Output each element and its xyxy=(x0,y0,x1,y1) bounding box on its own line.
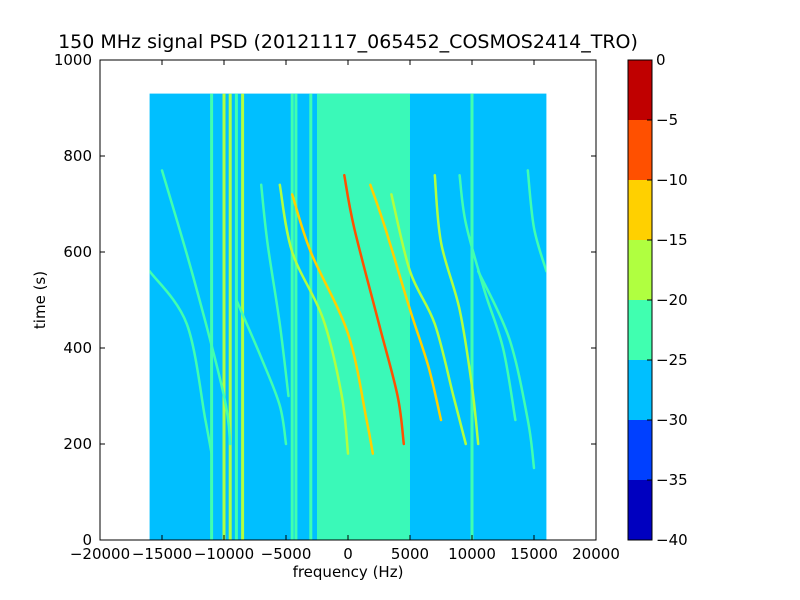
x-tick-label: 5000 xyxy=(391,545,429,563)
x-tick-label: 20000 xyxy=(572,545,620,563)
doppler-track xyxy=(476,269,536,470)
y-axis-label: time (s) xyxy=(31,271,49,329)
colorbar-tick-label: −20 xyxy=(656,291,688,309)
x-axis-label: frequency (Hz) xyxy=(293,563,404,581)
doppler-track xyxy=(526,169,547,273)
x-tick-label: −20000 xyxy=(70,545,130,563)
x-tick-label: 0 xyxy=(343,545,353,563)
colorbar: −40 −35 −30 −25 −20 −15 −10 −5 0 xyxy=(627,51,688,549)
y-tick-label: 200 xyxy=(63,435,92,453)
doppler-track xyxy=(458,173,517,422)
plot-area: −20000 −15000 −10000 −5000 0 5000 10000 15000 20… xyxy=(54,51,620,563)
doppler-track xyxy=(369,183,443,422)
colorbar-segment xyxy=(628,300,652,360)
doppler-track xyxy=(343,173,406,446)
y-tick-label: 0 xyxy=(82,531,92,549)
chart-title: 150 MHz signal PSD (20121117_065452_COSM… xyxy=(58,31,638,53)
doppler-track xyxy=(278,183,350,455)
colorbar-segment xyxy=(628,180,652,240)
colorbar-segment xyxy=(628,360,652,420)
colorbar-segment xyxy=(628,60,652,120)
doppler-track xyxy=(290,193,375,455)
colorbar-tick-label: −10 xyxy=(656,171,688,189)
colorbar-segment xyxy=(628,480,652,540)
x-tick-label: 10000 xyxy=(448,545,496,563)
colorbar-segment xyxy=(628,420,652,480)
central-band xyxy=(317,93,410,540)
y-tick-label: 600 xyxy=(63,243,92,261)
doppler-track xyxy=(160,169,232,446)
y-tick-label: 800 xyxy=(63,147,92,165)
doppler-track xyxy=(259,183,290,398)
colorbar-tick-label: −30 xyxy=(656,411,688,429)
colorbar-tick-label: −35 xyxy=(656,471,688,489)
colorbar-segment xyxy=(628,240,652,300)
doppler-track xyxy=(390,193,468,446)
psd-features xyxy=(149,93,547,540)
x-tick-label: −15000 xyxy=(132,545,192,563)
colorbar-tick-label: −5 xyxy=(656,111,678,129)
colorbar-tick-label: −15 xyxy=(656,231,688,249)
colorbar-tick-label: 0 xyxy=(656,51,666,69)
colorbar-segment xyxy=(628,120,652,180)
y-tick-label: 400 xyxy=(63,339,92,357)
x-tick-label: −5000 xyxy=(261,545,312,563)
colorbar-tick-label: −40 xyxy=(656,531,688,549)
y-tick-label: 1000 xyxy=(54,51,92,69)
colorbar-tick-label: −25 xyxy=(656,351,688,369)
x-tick-label: 15000 xyxy=(510,545,558,563)
doppler-track xyxy=(235,298,288,446)
x-tick-label: −10000 xyxy=(194,545,254,563)
doppler-track xyxy=(433,173,480,446)
doppler-track xyxy=(149,269,213,455)
